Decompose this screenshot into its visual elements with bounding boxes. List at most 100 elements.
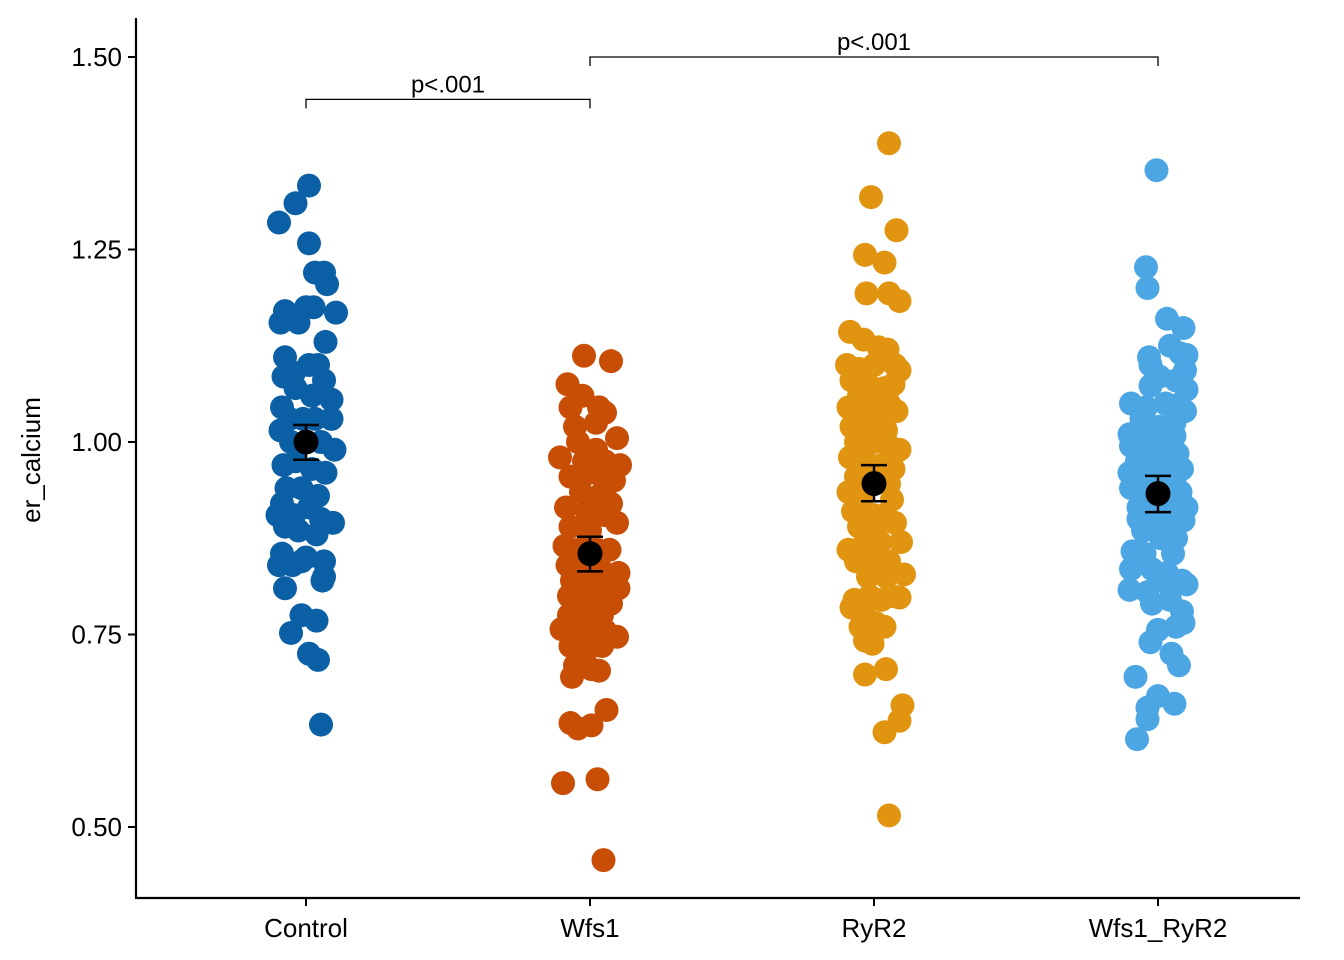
data-point-control	[313, 460, 338, 485]
data-point-ryr2	[874, 564, 898, 589]
data-point-wfs1_ryr2	[1138, 373, 1163, 398]
mean-ci-markers	[293, 423, 1171, 573]
mean-point	[1145, 481, 1171, 507]
data-point-wfs1	[566, 430, 590, 454]
data-point-control	[279, 620, 303, 645]
data-point-wfs1_ryr2	[1131, 518, 1155, 543]
data-point-ryr2	[856, 564, 880, 589]
data-point-wfs1	[579, 713, 604, 738]
data-point-ryr2	[872, 614, 897, 639]
data-point-ryr2	[884, 218, 909, 243]
data-point-wfs1	[587, 658, 611, 683]
y-tick-label: 0.50	[71, 812, 122, 842]
data-point-control	[267, 553, 291, 578]
data-point-wfs1	[594, 697, 619, 722]
data-point-wfs1_ryr2	[1117, 577, 1142, 602]
data-point-control	[304, 608, 329, 633]
data-point-wfs1	[597, 537, 622, 562]
data-point-control	[267, 210, 291, 235]
data-point-wfs1_ryr2	[1140, 591, 1164, 616]
data-point-wfs1	[605, 510, 629, 535]
data-point-control	[312, 368, 336, 393]
data-point-control	[313, 329, 338, 354]
data-point-wfs1	[591, 848, 616, 873]
x-tick-label: Wfs1_RyR2	[1089, 913, 1228, 943]
data-point-control	[322, 437, 347, 462]
data-point-wfs1_ryr2	[1161, 541, 1185, 566]
data-point-wfs1_ryr2	[1138, 630, 1163, 655]
data-point-ryr2	[872, 720, 897, 745]
x-tick-label: RyR2	[841, 913, 906, 943]
data-point-wfs1	[605, 426, 629, 451]
significance-label: p<.001	[837, 29, 911, 56]
data-point-ryr2	[883, 510, 907, 535]
data-point-ryr2	[884, 399, 909, 424]
data-point-wfs1_ryr2	[1134, 255, 1158, 280]
data-point-control	[283, 191, 308, 216]
x-tick-label: Wfs1	[560, 913, 619, 943]
data-point-ryr2	[853, 662, 877, 687]
data-point-wfs1	[602, 468, 626, 493]
data-point-wfs1_ryr2	[1171, 316, 1196, 341]
data-point-wfs1_ryr2	[1125, 727, 1149, 752]
data-point-ryr2	[877, 803, 901, 828]
data-point-wfs1	[590, 634, 614, 659]
data-point-wfs1	[569, 480, 593, 505]
significance-label: p<.001	[411, 71, 485, 98]
data-point-wfs1	[584, 410, 608, 435]
data-point-wfs1	[554, 495, 578, 520]
y-tick-label: 1.50	[71, 42, 122, 72]
data-point-control	[289, 549, 314, 574]
data-point-wfs1_ryr2	[1144, 158, 1169, 183]
data-points	[265, 131, 1199, 873]
data-point-ryr2	[874, 657, 898, 682]
x-tick-label: Control	[264, 913, 348, 943]
data-point-wfs1	[558, 514, 583, 539]
data-point-ryr2	[872, 250, 897, 275]
data-point-ryr2	[877, 131, 901, 156]
data-point-ryr2	[887, 585, 912, 610]
y-tick-label: 0.75	[71, 620, 122, 650]
data-point-control	[297, 231, 321, 256]
data-point-wfs1_ryr2	[1119, 557, 1143, 582]
data-point-ryr2	[889, 530, 913, 555]
data-point-wfs1	[575, 499, 599, 524]
y-tick-label: 1.25	[71, 235, 122, 265]
data-point-wfs1	[599, 349, 623, 374]
data-point-wfs1_ryr2	[1174, 572, 1199, 597]
y-tick-label: 1.00	[71, 427, 122, 457]
data-point-wfs1_ryr2	[1135, 276, 1160, 300]
significance-annotations: p<.001 p<.001	[305, 29, 1159, 109]
mean-point	[861, 471, 887, 497]
data-point-control	[306, 647, 330, 672]
y-axis-title: er_calcium	[16, 397, 46, 523]
data-point-ryr2	[887, 437, 912, 462]
data-point-control	[309, 712, 333, 737]
data-point-ryr2	[881, 372, 906, 397]
data-point-wfs1	[548, 445, 572, 470]
data-point-control	[301, 295, 326, 320]
data-point-ryr2	[860, 631, 885, 656]
mean-point	[577, 541, 603, 567]
significance-bracket	[305, 98, 591, 109]
data-point-control	[319, 406, 344, 431]
data-point-wfs1_ryr2	[1123, 664, 1148, 689]
significance-bracket	[589, 56, 1159, 66]
axes: 0.50 0.75 1.00 1.25 1.50 Control Wfs1 RyR2 Wfs1_…	[71, 18, 1300, 943]
data-point-wfs1_ryr2	[1167, 653, 1191, 678]
data-point-wfs1	[551, 771, 575, 796]
mean-point	[293, 429, 319, 455]
data-point-control	[273, 576, 297, 601]
data-point-wfs1	[560, 664, 584, 689]
data-point-wfs1	[558, 395, 583, 420]
data-point-ryr2	[853, 242, 877, 267]
data-point-wfs1	[572, 343, 596, 368]
data-point-ryr2	[862, 353, 886, 377]
data-point-ryr2	[892, 562, 916, 587]
data-point-control	[319, 387, 344, 412]
data-point-control	[286, 518, 311, 543]
data-point-control	[312, 564, 336, 589]
data-point-control	[321, 510, 345, 535]
data-point-wfs1	[585, 767, 610, 792]
